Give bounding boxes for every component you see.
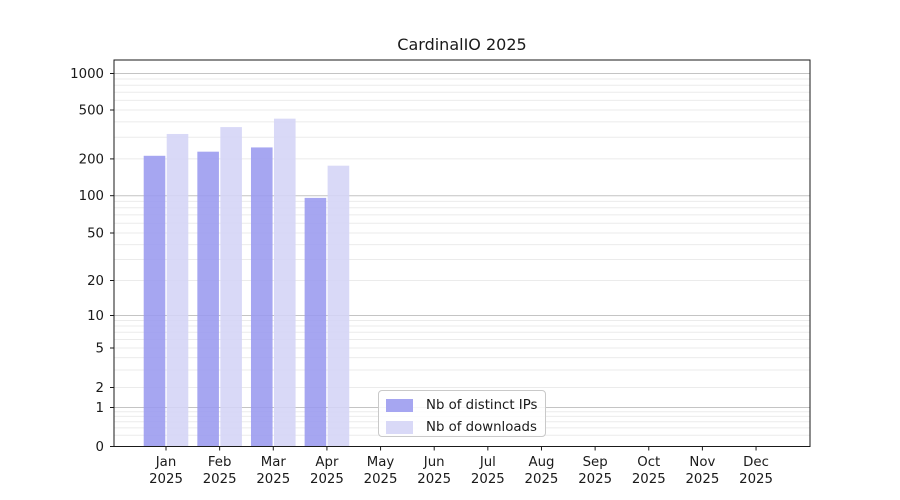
bar-downloads-apr — [327, 165, 350, 447]
bar-downloads-jan — [166, 133, 189, 447]
y-tick-label: 200 — [79, 152, 104, 167]
x-tick-label-year: 2025 — [632, 472, 666, 487]
x-tick-label-month: Aug — [528, 455, 554, 470]
bar-distinct-ips-apr — [304, 197, 327, 447]
x-tick-label-month: Jan — [155, 455, 177, 470]
bar-downloads-mar — [273, 118, 296, 447]
x-tick-label-month: Nov — [689, 455, 715, 470]
x-tick-label-month: Sep — [583, 455, 608, 470]
y-tick-label: 100 — [79, 189, 104, 204]
x-tick-label-year: 2025 — [149, 472, 183, 487]
legend-label-downloads: Nb of downloads — [426, 420, 537, 435]
x-tick-label-month: Jul — [479, 455, 496, 470]
x-tick-label-year: 2025 — [739, 472, 773, 487]
distinct-ips-swatch-icon — [386, 399, 413, 412]
x-tick-label-year: 2025 — [525, 472, 559, 487]
x-tick-label-year: 2025 — [685, 472, 719, 487]
x-tick-label-year: 2025 — [310, 472, 344, 487]
x-tick-label-month: Apr — [315, 455, 339, 470]
axes-frame — [113, 59, 811, 447]
x-tick-label-year: 2025 — [203, 472, 237, 487]
x-tick-label-year: 2025 — [417, 472, 451, 487]
legend-row-distinct-ips: Nb of distinct IPs — [379, 396, 545, 415]
y-tick-label: 5 — [96, 342, 104, 357]
bar-distinct-ips-feb — [197, 151, 219, 447]
x-tick-label-month: Oct — [637, 455, 660, 470]
y-tick-label: 0 — [96, 440, 104, 455]
chart-title: CardinalIO 2025 — [397, 35, 527, 54]
legend-row-downloads: Nb of downloads — [379, 418, 545, 437]
bar-distinct-ips-mar — [250, 147, 273, 447]
bar-distinct-ips-jan — [143, 155, 166, 447]
x-tick-label-month: May — [367, 455, 395, 470]
y-tick-label: 10 — [87, 309, 104, 324]
x-tick-label-month: Jun — [423, 455, 445, 470]
y-tick-label: 1000 — [70, 67, 104, 82]
legend: Nb of distinct IPs Nb of downloads — [378, 390, 546, 437]
x-tick-label-year: 2025 — [471, 472, 505, 487]
y-tick-label: 1 — [96, 401, 104, 416]
x-tick-label-year: 2025 — [578, 472, 612, 487]
x-tick-label-month: Feb — [208, 455, 232, 470]
y-tick-label: 2 — [96, 381, 104, 396]
x-tick-label-month: Mar — [261, 455, 287, 470]
y-tick-label: 50 — [87, 227, 104, 242]
x-tick-label-year: 2025 — [256, 472, 290, 487]
x-tick-label-month: Dec — [743, 455, 769, 470]
y-tick-label: 20 — [87, 274, 104, 289]
downloads-swatch-icon — [386, 421, 413, 434]
legend-label-distinct-ips: Nb of distinct IPs — [426, 398, 538, 413]
y-tick-label: 500 — [79, 104, 104, 119]
x-tick-label-year: 2025 — [364, 472, 398, 487]
bar-downloads-feb — [220, 127, 242, 447]
